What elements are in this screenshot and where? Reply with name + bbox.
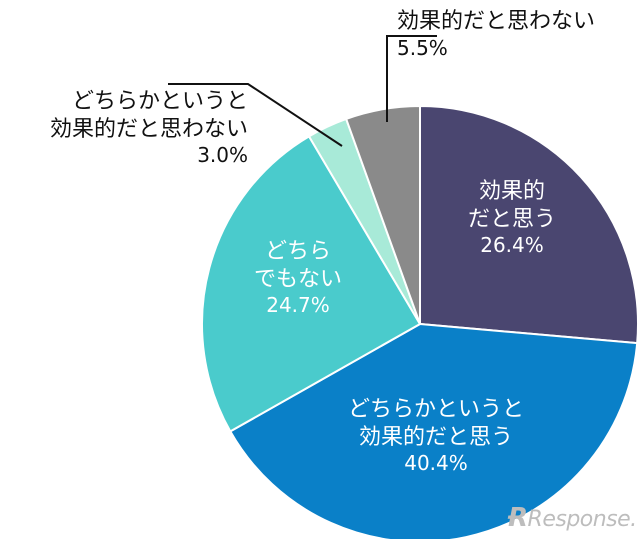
leader-line-dochiraka-toiuto-omowanai xyxy=(168,83,343,147)
slice-label-dochira-demonai: どちら でもない 24.7% xyxy=(254,238,342,318)
slice-percent: 26.4% xyxy=(480,233,544,257)
slice-percent: 24.7% xyxy=(266,293,330,317)
pie-slice-koukateki-dato-omowanai xyxy=(344,104,421,325)
slice-label-line: どちらかというと xyxy=(347,397,524,422)
slice-label-line: どちらかというと xyxy=(71,89,248,114)
pie-slice-dochiraka-toiuto-koukateki xyxy=(228,322,639,539)
slice-label-line: 効果的 xyxy=(478,179,545,204)
slice-percent: 40.4% xyxy=(404,451,468,475)
slice-label-line: 効果的だと思わない xyxy=(49,116,248,142)
pie-slice-dochira-demonai xyxy=(201,134,422,433)
watermark-text: Response. xyxy=(527,507,638,532)
leader-line-koukateki-dato-omowanai xyxy=(386,35,437,122)
pie-slice-koukateki-dato-omou xyxy=(419,104,639,345)
slice-label-line: 効果的だと思う xyxy=(358,424,513,450)
slice-percent: 3.0% xyxy=(197,143,248,167)
slice-label-line: でもない xyxy=(253,266,342,292)
slice-label-koukateki-dato-omou: 効果的 だと思う 26.4% xyxy=(468,178,556,258)
slice-label-line: どちら xyxy=(264,239,331,264)
slice-label-koukateki-dato-omowanai: 効果的だと思わない 5.5% xyxy=(397,8,595,61)
slice-label-dochiraka-toiuto-omowanai: どちらかというと 効果的だと思わない 3.0% xyxy=(50,88,248,168)
slice-label-line: 効果的だと思わない xyxy=(397,9,596,34)
slice-percent: 5.5% xyxy=(397,35,448,60)
slice-label-dochiraka-toiuto-koukateki: どちらかというと 効果的だと思う 40.4% xyxy=(348,396,524,476)
slice-label-line: だと思う xyxy=(467,206,556,232)
logo-r-mark: Ɍ xyxy=(508,503,528,533)
response-watermark: ɌResponse. xyxy=(508,503,637,533)
